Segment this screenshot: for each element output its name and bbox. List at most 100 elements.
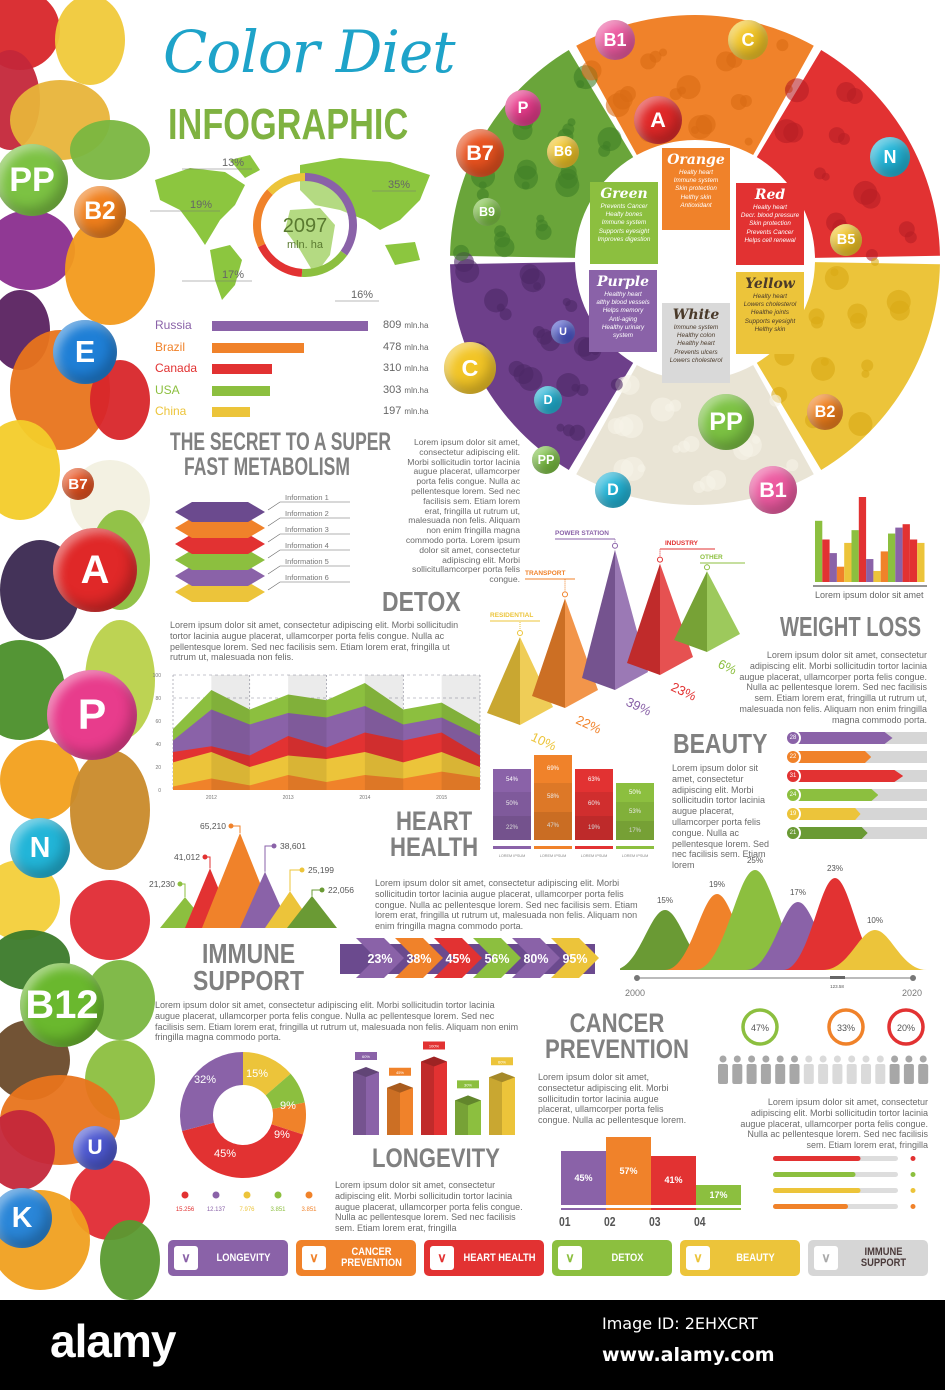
checkmark-icon: ∨ — [173, 1245, 199, 1271]
legend-value: 12.137 — [207, 1207, 226, 1213]
unit: mln.ha — [404, 385, 429, 395]
tag-beauty[interactable]: ∨ BEAUTY — [680, 1240, 800, 1276]
food-texture — [848, 412, 873, 437]
vitamin-ball-n: N — [10, 818, 70, 878]
timeline-end-label: 2020 — [902, 988, 922, 998]
timeline-marker — [830, 976, 845, 979]
percent-ring — [827, 1008, 865, 1046]
food-texture — [810, 356, 835, 381]
food-texture — [607, 418, 624, 435]
benefit-item: Healty bones — [605, 211, 643, 219]
leader-line — [311, 889, 322, 896]
tag-label: HEART HEALTH — [463, 1251, 536, 1264]
country-value: 303 mln.ha — [383, 384, 428, 396]
cancer-bar: 41% — [651, 1155, 696, 1205]
heading-line: HEART — [395, 806, 473, 836]
food-texture — [573, 336, 594, 357]
leader-dot — [612, 542, 618, 549]
ring-segment — [450, 262, 634, 471]
tag-cancer-prevention[interactable]: ∨ CANCER PREVENTION — [296, 1240, 416, 1276]
benefit-item: Lowers cholesterol — [743, 301, 797, 309]
cancer-heading: CANCER PREVENTION — [545, 1009, 689, 1063]
value: 303 — [383, 383, 402, 396]
food-texture — [786, 459, 799, 472]
person-icon — [919, 1055, 927, 1063]
food-texture — [650, 397, 675, 422]
heart-base — [616, 846, 654, 849]
food-texture — [860, 188, 881, 209]
leader-line — [267, 581, 350, 591]
food-texture — [659, 48, 668, 57]
food-texture — [677, 440, 690, 453]
x-tick: 2012 — [206, 795, 217, 801]
leader-dot — [704, 564, 710, 571]
continent-shape — [230, 155, 260, 178]
cancer-bar: 45% — [561, 1151, 606, 1205]
leader-dot — [562, 591, 568, 598]
person-icon — [848, 1055, 856, 1063]
donut-chart: 15% 9% 9% 45% 32% 15.256 12.137 7.976 3.851 3.851 — [176, 1052, 317, 1213]
heading-line: FAST METABOLISM — [184, 452, 350, 481]
leader-line — [289, 869, 302, 892]
vitamin-ball-c: C — [444, 342, 496, 394]
pyramid-value: 6% — [716, 656, 740, 678]
legend-dot — [243, 1191, 251, 1199]
benefit-item: Prevents Cancer — [600, 203, 648, 210]
vitamin-ball-b2: B2 — [807, 394, 843, 430]
area-shade — [441, 675, 480, 790]
legend-dot — [305, 1191, 313, 1199]
detox-area-chart: 0 20 40 60 80 100 2012 2013 2014 2015 — [153, 673, 481, 801]
color-group-white: White Immune system Healthy colon Healthy h… — [662, 303, 730, 383]
person-icon — [876, 1055, 884, 1063]
checkmark-icon: ∨ — [429, 1245, 455, 1271]
person-icon — [833, 1055, 841, 1063]
leader-dot — [202, 854, 208, 860]
heading-line: SUPPORT — [193, 965, 304, 997]
color-group-name: Red — [754, 187, 786, 203]
donut-center — [261, 181, 349, 269]
ring-value: 47% — [751, 1023, 769, 1033]
metabolism-text: Lorem ipsum dolor sit amet, consectetur … — [405, 437, 520, 585]
mountain-chart: 15% 19% 25% 17% 23% 10% 2000 2020 123.58 — [620, 856, 927, 998]
country-bar — [212, 321, 368, 331]
food-texture — [562, 123, 575, 136]
arrow-chevron — [551, 938, 599, 978]
benefit-item: Helthy skin — [754, 325, 786, 333]
weight-bar — [888, 533, 896, 582]
food-texture — [556, 423, 565, 432]
weight-loss-heading: WEIGHT LOSS — [780, 611, 922, 642]
donut-unit: mln. ha — [287, 239, 324, 251]
food-texture — [508, 360, 525, 377]
benefit-item: Skin protection — [675, 185, 717, 193]
heart-base — [493, 846, 531, 849]
metabolism-heading: THE SECRET TO A SUPER FAST METABOLISM — [170, 430, 391, 479]
beauty-value: 22 — [785, 749, 801, 765]
tag-detox[interactable]: ∨ DETOX — [552, 1240, 672, 1276]
tag-label: DETOX — [611, 1251, 644, 1264]
layer-label: Information 3 — [285, 525, 329, 534]
tag-heart-health[interactable]: ∨ HEART HEALTH — [424, 1240, 544, 1276]
food-texture — [846, 87, 863, 104]
arrow-chevron — [395, 938, 443, 978]
tag-immune-support[interactable]: ∨ IMMUNE SUPPORT — [808, 1240, 928, 1276]
progress-fill — [773, 1188, 861, 1193]
food-texture — [476, 188, 489, 201]
donut-segment — [301, 250, 348, 277]
tag-longevity[interactable]: ∨ LONGEVITY — [168, 1240, 288, 1276]
arrow-chevron — [434, 938, 482, 978]
y-tick: 0 — [158, 788, 161, 794]
food-texture — [776, 39, 789, 52]
food-texture — [676, 75, 701, 100]
arrow-value: 56% — [484, 952, 509, 966]
country-label: USA — [155, 382, 180, 397]
layer-hexagon — [175, 582, 265, 602]
weight-bar — [866, 559, 874, 582]
vitamin-ball-pp: PP — [532, 446, 560, 474]
country-value: 478 mln.ha — [383, 341, 428, 353]
pyramid-left — [627, 563, 660, 675]
beauty-bar — [793, 751, 872, 763]
heart-segment: 54% — [493, 768, 531, 793]
heart-category: LOREM IPSUM — [539, 854, 567, 858]
food-texture — [889, 300, 910, 321]
donut-label: 32% — [194, 1074, 216, 1086]
